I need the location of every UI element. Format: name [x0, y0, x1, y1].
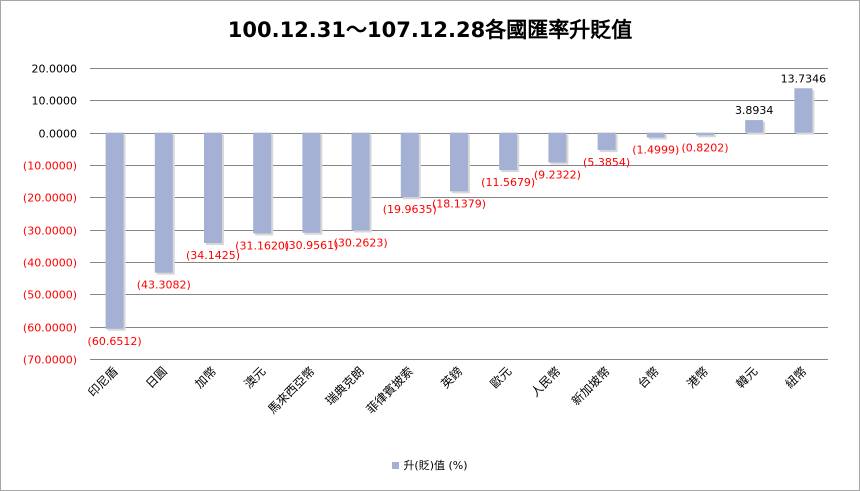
- y-tick-label: (10.0000): [23, 160, 77, 173]
- legend-swatch: [392, 461, 400, 469]
- bar: [105, 132, 124, 329]
- y-tick-label: 20.0000: [32, 63, 78, 76]
- bar: [646, 132, 665, 138]
- bar: [400, 132, 419, 198]
- bar: [548, 132, 567, 163]
- x-tick-label: 馬來西亞幣: [265, 364, 317, 416]
- data-label: (0.8202): [681, 141, 728, 154]
- data-label: 3.8934: [735, 104, 774, 117]
- data-label: (18.1379): [432, 197, 486, 210]
- grid-layer: [90, 68, 828, 360]
- chart-title: 100.12.31～107.12.28各國匯率升貶值: [227, 18, 633, 42]
- y-tick-label: (40.0000): [23, 257, 77, 270]
- x-tick-label: 紐幣: [783, 364, 810, 391]
- data-label: (30.2623): [334, 237, 388, 250]
- y-tick-label: (50.0000): [23, 289, 77, 302]
- legend: 升(貶)值 (%): [0, 457, 860, 473]
- data-label: 13.7346: [781, 72, 827, 85]
- x-tick-label: 人民幣: [528, 364, 563, 399]
- y-tick-label: (30.0000): [23, 225, 77, 238]
- x-tick-label: 澳元: [241, 364, 268, 391]
- bar: [302, 132, 321, 233]
- data-label: (43.3082): [137, 279, 191, 292]
- bar-shadow: [698, 134, 716, 138]
- x-tick-label: 韓元: [733, 364, 760, 391]
- y-axis-ticks: 20.0000 10.0000 0.0000 (10.0000) (20.0000) (3…: [23, 63, 77, 367]
- bar: [696, 132, 714, 136]
- data-label: (30.9561): [284, 239, 338, 252]
- x-tick-label: 日圓: [143, 364, 170, 391]
- bar-layer: [105, 88, 815, 331]
- y-tick-label: (20.0000): [23, 192, 77, 205]
- x-tick-label: 加幣: [192, 364, 219, 391]
- bar: [499, 132, 518, 171]
- bar: [204, 132, 222, 244]
- data-label: (19.9635): [383, 203, 437, 216]
- x-tick-label: 歐元: [487, 364, 515, 392]
- x-tick-label: 台幣: [634, 364, 662, 392]
- bar: [351, 132, 370, 231]
- data-label: (11.5679): [481, 176, 535, 189]
- legend-label: 升(貶)值 (%): [403, 459, 468, 472]
- bar: [450, 132, 468, 192]
- data-label: (1.4999): [632, 144, 679, 157]
- data-label: (60.6512): [88, 335, 142, 348]
- bar: [794, 88, 813, 133]
- bar: [597, 132, 616, 151]
- x-tick-label: 港幣: [684, 364, 711, 391]
- data-label: (9.2322): [534, 169, 581, 182]
- bar: [745, 120, 764, 133]
- x-tick-label: 印尼盾: [85, 364, 120, 399]
- data-label: (5.3854): [583, 156, 630, 169]
- x-tick-label: 英鎊: [438, 364, 466, 392]
- y-tick-label: 10.0000: [32, 95, 78, 108]
- data-label: (31.1620): [235, 239, 289, 252]
- y-tick-label: (70.0000): [23, 354, 77, 367]
- x-tick-label: 瑞典克朗: [323, 364, 367, 408]
- y-tick-label: 0.0000: [39, 128, 78, 141]
- y-tick-label: (60.0000): [23, 322, 77, 335]
- bar: [253, 132, 272, 234]
- x-tick-label: 新加坡幣: [568, 364, 613, 409]
- data-labels: (60.6512)(43.3082)(34.1425)(31.1620)(30.…: [88, 72, 827, 348]
- bar: [154, 132, 173, 273]
- x-tick-label: 菲律賓披索: [363, 364, 416, 417]
- data-label: (34.1425): [186, 249, 240, 262]
